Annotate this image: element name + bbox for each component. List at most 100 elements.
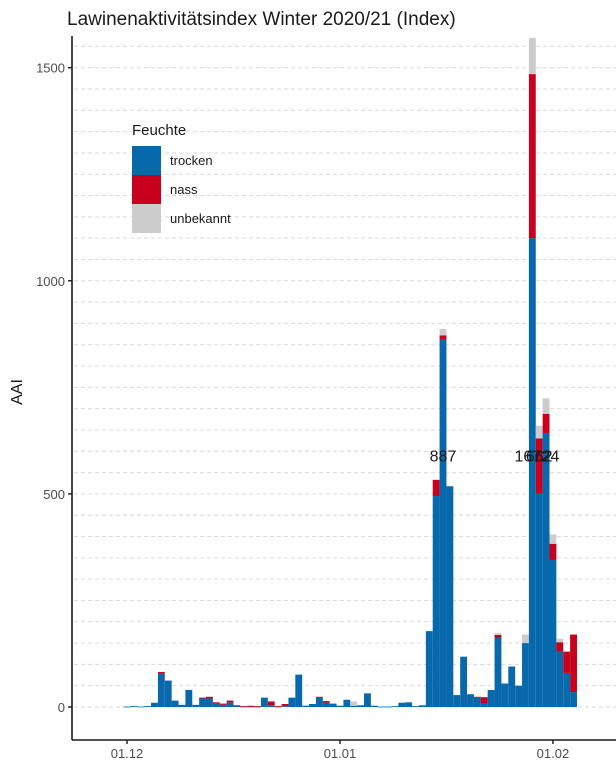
bar-segment-trocken [157,673,165,707]
bar-segment-unbekannt [439,328,447,336]
y-axis-title: AAI [9,379,26,405]
bar-segment-nass [473,696,481,698]
bar-segment-trocken [240,706,248,708]
chart-title: Lawinenaktivitätsindex Winter 2020/21 (I… [67,9,456,30]
legend-label-trocken: trocken [170,153,213,168]
bar-segment-trocken [425,631,433,707]
bar-segment-trocken [487,689,495,707]
bar-segment-trocken [473,697,481,707]
x-tick-label: 01.01 [324,746,357,761]
bar-value-label: 662 [526,449,553,466]
bar-segment-trocken [130,706,138,707]
bar-segment-nass [528,74,536,239]
bar-segment-trocken [343,699,351,707]
legend-label-unbekannt: unbekannt [170,211,231,226]
bar-segment-trocken [212,703,220,707]
bar-segment-trocken [460,656,468,707]
bar-segment-nass [322,701,330,703]
bar-segment-trocken [219,704,227,707]
bar-segment-trocken [398,702,406,707]
bar-segment-nass [267,701,275,706]
bar-segment-trocken [563,672,571,707]
bar-segment-nass [206,696,213,699]
bar-segment-trocken [446,486,454,707]
bar-segment-trocken [144,706,152,707]
bar-segment-trocken [281,706,289,707]
bar-segment-trocken [508,666,516,707]
y-tick-label: 0 [58,700,65,715]
bar-segment-trocken [370,705,378,707]
bar-segment-trocken [501,683,509,707]
legend-label-nass: nass [170,182,198,197]
bar-segment-unbekannt [350,701,358,706]
bar-segment-nass [432,479,440,497]
bar-value-label: 1672 [515,449,551,466]
bar-segment-trocken [274,706,282,708]
bar-segment-trocken [528,238,536,707]
bar-segment-trocken [556,651,564,707]
bar-segment-trocken [570,692,577,707]
bar-segment-trocken [254,706,261,708]
bar-segment-trocken [185,689,193,707]
bar-segment-trocken [206,698,213,707]
bar-segment-trocken [288,697,296,707]
bar-segment-trocken [467,694,474,707]
bar-segment-trocken [542,432,550,707]
bar-segment-trocken [315,697,323,707]
bar-segment-unbekannt [542,398,550,414]
bar-segment-trocken [151,702,158,707]
bar-segment-nass [233,705,241,707]
x-tick-label: 01.12 [111,746,144,761]
bar-segment-trocken [309,704,316,707]
bar-segment-trocken [192,704,200,707]
bar-segment-trocken [123,706,131,708]
bar-segment-trocken [439,339,447,707]
bar-segment-trocken [226,702,234,707]
bar-segment-unbekannt [549,534,557,544]
legend-swatch-nass [132,175,161,204]
y-tick-label: 1000 [36,274,65,289]
bar-segment-trocken [549,559,557,707]
bar-segment-trocken [171,700,179,707]
bar-value-label: 887 [430,449,457,466]
bar-segment-trocken [329,703,337,707]
bar-segment-trocken [432,496,440,707]
bar-segment-trocken [164,680,172,707]
x-ticks: 01.12 01.01 01.02 [111,740,569,761]
bar-segment-unbekannt [556,638,564,643]
bar-segment-nass [157,672,165,674]
bar-segment-trocken [418,705,426,707]
bar-segment-nass [199,697,207,699]
bar-segment-trocken [384,706,392,708]
bar-segment-nass [556,642,564,652]
bar-segment-trocken [267,705,275,707]
legend-title: Feuchte [132,122,186,139]
bar-segment-nass [315,696,323,698]
bar-segment-nass [563,651,571,673]
bar-segment-nass [226,700,234,703]
bar-segment-nass [240,706,248,707]
y-tick-label: 1500 [36,61,65,76]
bar-segment-nass [254,706,261,707]
bar-segment-trocken [137,706,145,708]
bar-segment-nass [494,634,502,638]
bar-segment-trocken [233,705,241,707]
bar-segment-nass [274,706,282,707]
bar-segment-trocken [357,705,365,707]
bar-segment-trocken [412,706,419,707]
x-tick-label: 01.02 [537,746,570,761]
bar-segment-trocken [302,705,310,707]
bar-segment-trocken [453,695,461,707]
bar-segment-nass [535,438,543,494]
bar-segment-trocken [260,697,268,707]
y-tick-label: 500 [43,487,65,502]
legend: Feuchte trocken nass unbekannt [132,122,231,233]
bar-segment-nass [247,705,255,707]
bar-value-label: 724 [533,449,560,466]
bar-segment-trocken [405,702,413,707]
bar-segment-nass [281,704,289,707]
bar-segment-trocken [515,685,523,707]
bar-segment-trocken [295,674,303,707]
